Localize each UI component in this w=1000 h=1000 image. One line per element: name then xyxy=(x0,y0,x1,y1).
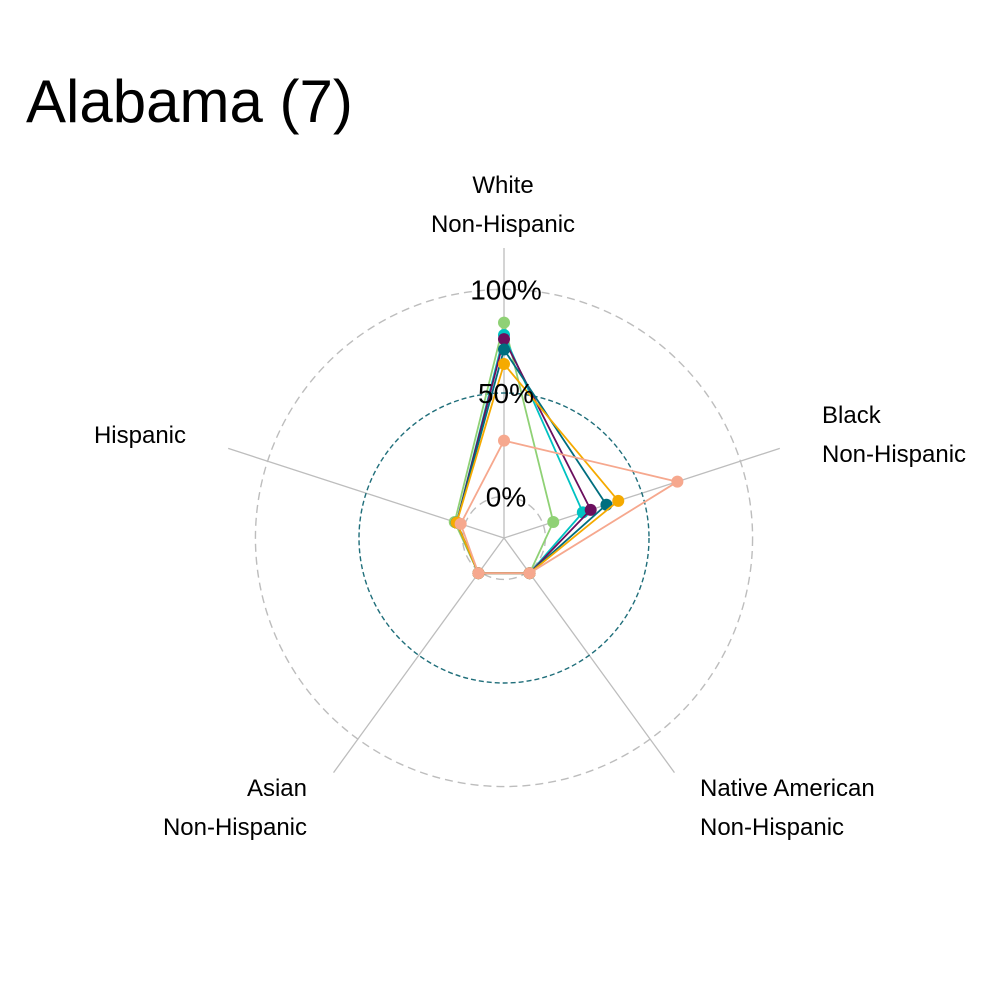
series-6-line xyxy=(459,439,679,575)
axis-label-black-1: Black xyxy=(822,402,882,429)
axis-label-asian-1: Asian xyxy=(247,775,307,802)
grid-circle-50 xyxy=(358,392,650,684)
series-layer xyxy=(448,316,684,580)
series-3-point-black xyxy=(584,503,597,516)
grid-label-100: 100% xyxy=(470,274,542,305)
series-6-point-asian xyxy=(472,567,485,580)
series-5-point-black xyxy=(612,494,625,507)
series-6-point-hispanic xyxy=(454,517,467,530)
series-1-point-black xyxy=(547,515,560,528)
axis-label-native-2: Non-Hispanic xyxy=(700,814,844,841)
grid-label-50: 50% xyxy=(478,378,534,409)
axis-label-native-1: Native American xyxy=(700,775,875,802)
axis-label-hispanic-1: Hispanic xyxy=(94,422,186,449)
axis-label-white-1: White xyxy=(472,172,533,199)
grid-label-0: 0% xyxy=(486,482,526,513)
grid-circle-100 xyxy=(254,288,754,788)
axis-label-asian-2: Non-Hispanic xyxy=(163,814,307,841)
series-4-point-white xyxy=(498,343,510,356)
series-4-point-black xyxy=(600,498,613,511)
series-6-point-black xyxy=(671,475,684,488)
label-layer: 0% 50% 100% White Non-Hispanic Black Non-Hispa… xyxy=(94,172,966,841)
series-6-point-native xyxy=(523,567,536,580)
series-5-point-white xyxy=(498,358,510,370)
series-1-point-white xyxy=(498,316,510,329)
axis-label-black-2: Non-Hispanic xyxy=(822,441,966,468)
axis-label-white-2: Non-Hispanic xyxy=(431,211,575,238)
series-6-point-white xyxy=(498,434,510,447)
grid-layer xyxy=(227,248,781,788)
series-3-point-white xyxy=(498,333,510,346)
chart-title: Alabama (7) xyxy=(26,68,353,135)
